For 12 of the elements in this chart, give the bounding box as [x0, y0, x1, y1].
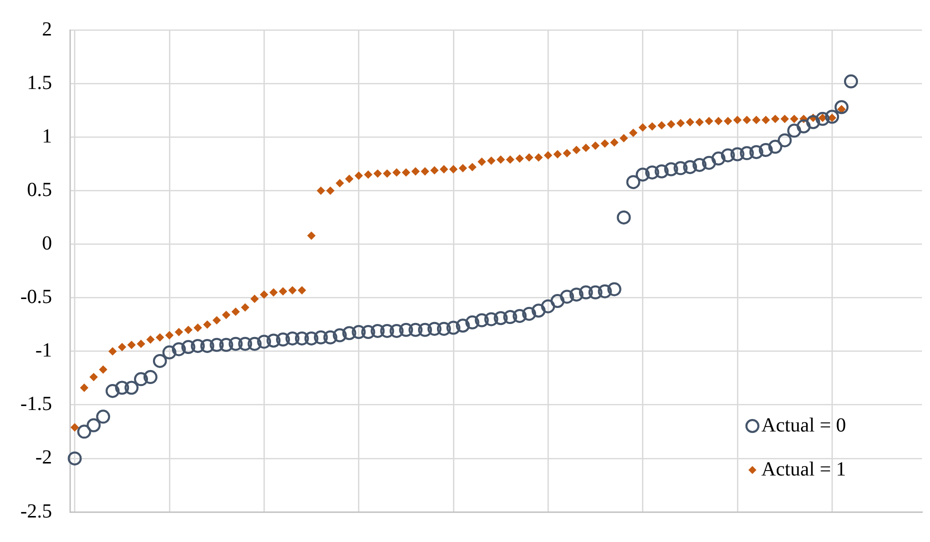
y-tick-label: 1: [42, 125, 52, 148]
y-tick-label: -1.5: [20, 393, 52, 416]
y-tick-label: 2: [42, 18, 52, 40]
y-tick-label: 0: [42, 232, 52, 254]
legend-label: Actual = 1: [761, 458, 846, 480]
y-tick-label: 1.5: [27, 72, 52, 94]
y-tick-label: -1: [35, 340, 52, 362]
y-tick-label: -2: [35, 446, 52, 469]
y-tick-label: -2.5: [20, 500, 52, 522]
y-tick-label: -0.5: [20, 286, 52, 308]
legend-label: Actual = 0: [761, 414, 846, 436]
y-tick-label: 0.5: [27, 178, 52, 201]
